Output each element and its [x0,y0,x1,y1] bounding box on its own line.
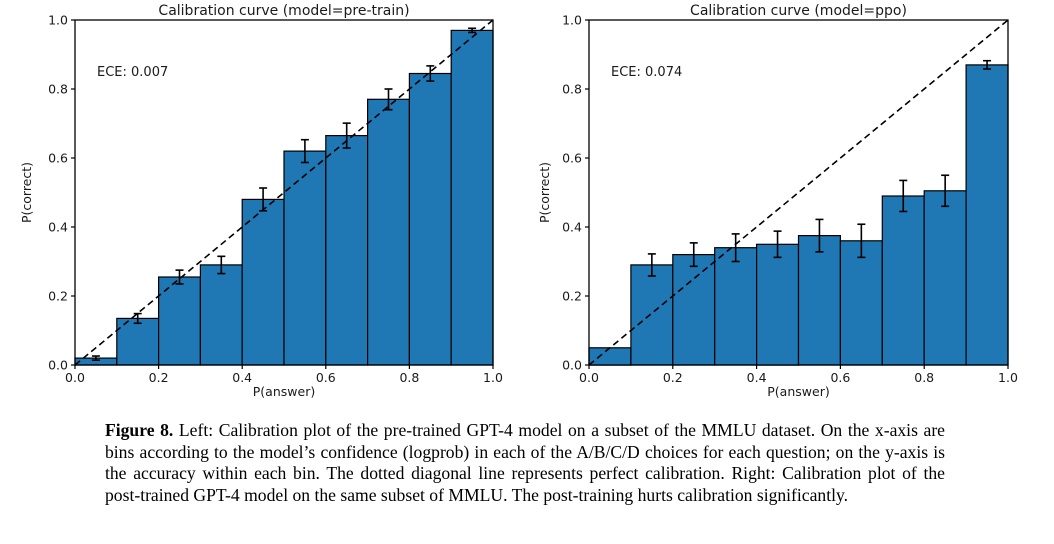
calibration-bar [241,198,285,366]
x-tick-label: 0.2 [149,370,169,385]
y-tick-label: 0.0 [48,357,68,372]
y-tick-label: 0.6 [48,150,68,165]
calibration-bar [283,150,327,366]
y-tick-label: 1.0 [562,12,582,27]
plot-border [74,19,494,366]
calibration-bar [450,29,494,366]
calibration-chart-pretrain: 0.0 0.2 0.4 0.6 0.8 1.0 0.0 0.2 0.4 0.6 0.8 1.0 Cali… [19,3,503,399]
calibration-bar [325,135,369,366]
x-tick-label: 0.2 [663,370,683,385]
y-tick-label: 0.4 [48,219,68,234]
figure-caption-text: Left: Calibration plot of the pre-traine… [105,420,945,505]
calibration-bar [672,254,716,366]
calibration-bar [630,264,674,366]
x-tick-label: 0.0 [65,370,85,385]
y-tick-label: 0.0 [562,357,582,372]
calibration-bar [588,347,632,366]
calibration-chart-ppo: 0.0 0.2 0.4 0.6 0.8 1.0 0.0 0.2 0.4 0.6 0.8 1.0 Cali… [537,3,1018,399]
y-tick-label: 0.2 [48,288,68,303]
x-tick-label: 0.4 [747,370,767,385]
x-tick-label: 0.4 [232,370,252,385]
calibration-bar [881,195,925,366]
x-tick-label: 0.6 [316,370,336,385]
calibration-bar [367,98,411,366]
calibration-bar [756,243,800,366]
y-tick-label: 0.2 [562,288,582,303]
x-tick-label: 0.8 [914,370,934,385]
y-axis-label: P(correct) [537,162,552,223]
x-tick-label: 0.8 [399,370,419,385]
calibration-bar [839,240,883,366]
calibration-bar [923,190,967,366]
x-axis-label: P(answer) [767,384,829,399]
ece-annotation: ECE: 0.074 [611,65,682,80]
calibration-bar [797,235,842,366]
chart-title: Calibration curve (model=ppo) [690,3,907,19]
x-tick-label: 0.0 [579,370,599,385]
figure-caption-label: Figure 8. [105,420,174,440]
calibration-bar [965,64,1009,366]
y-tick-label: 0.8 [562,81,582,96]
x-tick-label: 0.6 [830,370,850,385]
x-axis-label: P(answer) [253,384,315,399]
x-tick-label: 1.0 [998,370,1018,385]
y-tick-label: 0.6 [562,150,582,165]
y-axis-label: P(correct) [19,162,34,223]
diagonal-line [74,19,494,366]
y-tick-label: 0.4 [562,219,582,234]
calibration-bar [714,247,758,366]
diagonal-line [588,19,1009,366]
calibration-bar [116,317,160,366]
calibration-bar [408,72,452,366]
figure-caption: Figure 8. Left: Calibration plot of the … [105,420,945,506]
chart-title: Calibration curve (model=pre-train) [158,3,409,19]
x-tick-label: 1.0 [483,370,503,385]
ece-annotation: ECE: 0.007 [97,65,168,80]
y-tick-label: 1.0 [48,12,68,27]
plot-border [588,19,1009,366]
calibration-bar [199,264,243,366]
y-tick-label: 0.8 [48,81,68,96]
